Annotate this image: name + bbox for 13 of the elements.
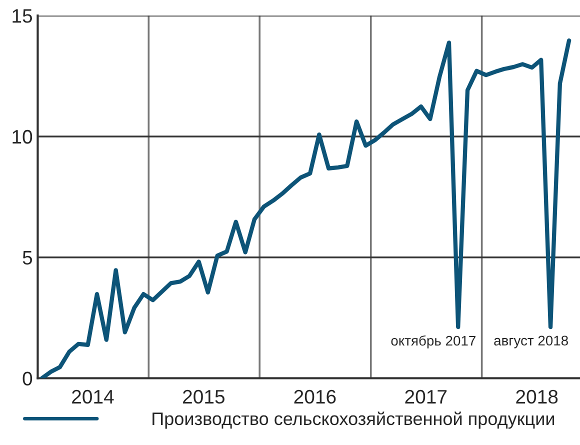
annotation: август 2018	[494, 336, 568, 348]
y-tick-label: 15	[12, 9, 32, 23]
annotation: октябрь 2017	[391, 335, 476, 348]
y-tick-label: 5	[22, 251, 32, 265]
y-tick-label: 0	[22, 372, 32, 386]
x-tick-label: 2018	[516, 390, 558, 404]
line-series	[40, 38, 572, 378]
x-tick-label: 2014	[72, 390, 114, 404]
text: Производство сельскохозяйственной продукции	[152, 412, 554, 429]
x-tick-label: 2017	[405, 390, 447, 404]
x-tick-label: 2016	[294, 390, 336, 404]
x-tick-label: 2015	[183, 390, 224, 404]
y-tick-label: 10	[12, 130, 32, 144]
